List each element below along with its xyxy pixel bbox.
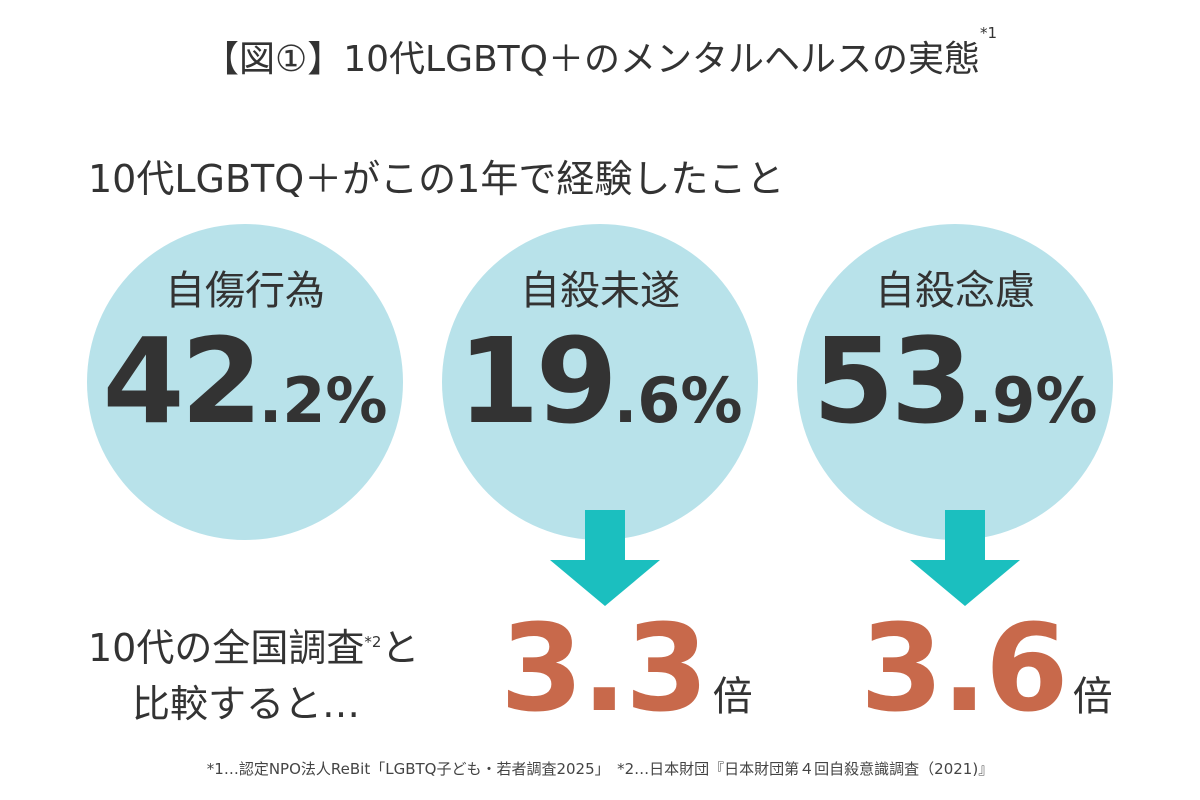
page-title: 【図①】10代LGBTQ＋のメンタルヘルスの実態*1 <box>202 24 998 80</box>
stat-value: 53.9% <box>812 312 1098 450</box>
footnote-ref: *1 <box>980 24 998 42</box>
subtitle: 10代LGBTQ＋がこの1年で経験したこと <box>88 157 785 201</box>
stat-circle-suicidal-ideation: 自殺念慮 53.9% <box>797 224 1113 540</box>
footnotes: *1…認定NPO法人ReBit「LGBTQ子ども・若者調査2025」 *2…日本… <box>206 760 994 778</box>
stat-value: 19.6% <box>457 312 743 450</box>
comparison-text: 10代の全国調査*2と 比較すると… <box>88 626 420 726</box>
arrow-down-icon <box>550 510 660 606</box>
multiplier-suicide-attempt: 3.3 倍 <box>500 600 753 739</box>
arrow-down-icon <box>910 510 1020 606</box>
stat-value: 42.2% <box>102 312 388 450</box>
stat-circle-self-harm: 自傷行為 42.2% <box>87 224 403 540</box>
stat-label: 自殺未遂 <box>520 268 680 314</box>
stat-label: 自傷行為 <box>165 268 325 314</box>
stat-label: 自殺念慮 <box>875 268 1035 314</box>
multiplier-suicidal-ideation: 3.6 倍 <box>860 600 1113 739</box>
stat-circle-suicide-attempt: 自殺未遂 19.6% <box>442 224 758 540</box>
